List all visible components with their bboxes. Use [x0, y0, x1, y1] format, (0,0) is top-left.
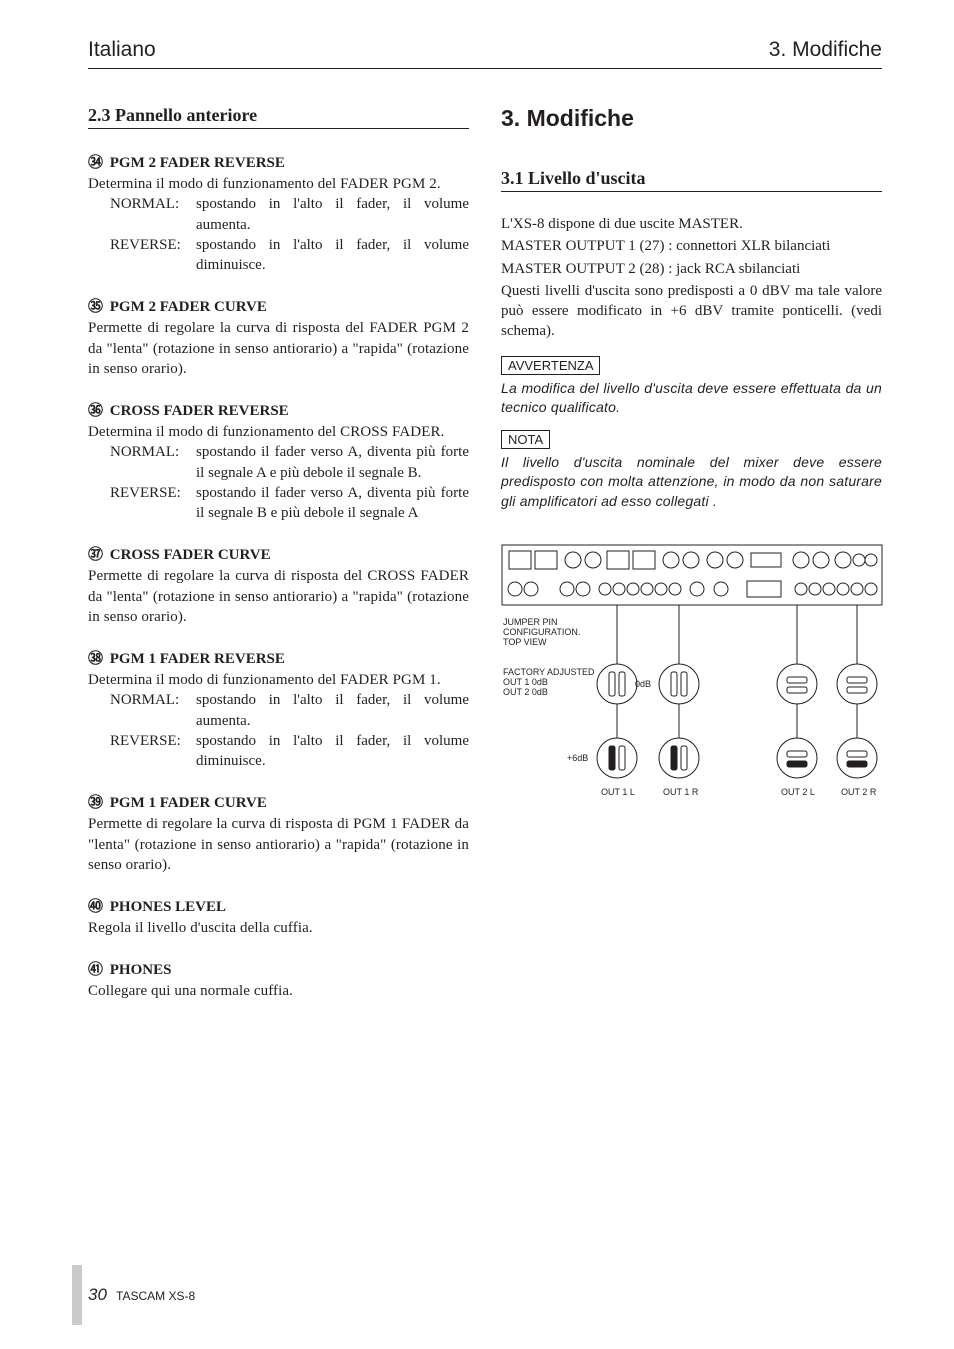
- definition-desc: spostando in l'alto il fader, il volume …: [196, 235, 469, 276]
- definition-row: NORMAL:spostando in l'alto il fader, il …: [110, 690, 469, 731]
- diagram-factory-line-1: OUT 1 0dB: [503, 677, 548, 687]
- spec-item-title: CROSS FADER REVERSE: [110, 403, 289, 419]
- diagram-factory-line-0: FACTORY ADJUSTED: [503, 667, 595, 677]
- spec-item-title: PGM 2 FADER CURVE: [110, 299, 267, 315]
- definition-row: NORMAL:spostando il fader verso A, diven…: [110, 442, 469, 483]
- spec-item-head: ㊶ PHONES: [88, 958, 469, 979]
- spec-item-title: CROSS FADER CURVE: [110, 547, 271, 563]
- page-number: 30: [88, 1285, 107, 1304]
- spec-item-title: PHONES LEVEL: [110, 899, 226, 915]
- spec-item-body: Determina il modo di funzionamento del F…: [88, 670, 469, 690]
- spec-item: ㉞ PGM 2 FADER REVERSEDetermina il modo d…: [88, 151, 469, 275]
- diagram-out2l: OUT 2 L: [781, 787, 815, 797]
- spec-item-title: PGM 2 FADER REVERSE: [110, 155, 285, 171]
- definition-desc: spostando il fader verso A, diventa più …: [196, 483, 469, 524]
- spec-item-number: ㊴: [88, 791, 106, 812]
- body-paragraph: Questi livelli d'uscita sono predisposti…: [501, 281, 882, 342]
- spec-item-head: ㊴ PGM 1 FADER CURVE: [88, 791, 469, 812]
- spec-item-head: ㉞ PGM 2 FADER REVERSE: [88, 151, 469, 172]
- definition-row: REVERSE:spostando in l'alto il fader, il…: [110, 731, 469, 772]
- definition-term: NORMAL:: [110, 690, 196, 731]
- definition-desc: spostando in l'alto il fader, il volume …: [196, 731, 469, 772]
- spec-item-number: ㊱: [88, 399, 106, 420]
- spec-item-head: ㊱ CROSS FADER REVERSE: [88, 399, 469, 420]
- definition-row: REVERSE:spostando in l'alto il fader, il…: [110, 235, 469, 276]
- warning-text: La modifica del livello d'uscita deve es…: [501, 379, 882, 418]
- spec-item-number: ㊲: [88, 543, 106, 564]
- spec-item-number: ㊶: [88, 958, 106, 979]
- spec-item-number: ㉟: [88, 295, 106, 316]
- diagram-out1r: OUT 1 R: [663, 787, 699, 797]
- body-paragraph: MASTER OUTPUT 1 (27) : connettori XLR bi…: [501, 236, 882, 256]
- diagram-0db-label: 0dB: [635, 679, 651, 689]
- definition-desc: spostando in l'alto il fader, il volume …: [196, 690, 469, 731]
- diagram-6db-label: +6dB: [567, 753, 588, 763]
- spec-item-title: PHONES: [110, 962, 172, 978]
- header-right: 3. Modifiche: [769, 38, 882, 62]
- definition-term: REVERSE:: [110, 235, 196, 276]
- definition-row: REVERSE:spostando il fader verso A, dive…: [110, 483, 469, 524]
- warning-label: AVVERTENZA: [501, 356, 600, 375]
- spec-item-body: Determina il modo di funzionamento del F…: [88, 174, 469, 194]
- diagram-jumper-line-1: CONFIGURATION.: [503, 627, 580, 637]
- note-text: Il livello d'uscita nominale del mixer d…: [501, 453, 882, 512]
- spec-item: ㊵ PHONES LEVELRegola il livello d'uscita…: [88, 895, 469, 938]
- diagram-out2r: OUT 2 R: [841, 787, 877, 797]
- spec-item-title: PGM 1 FADER CURVE: [110, 795, 267, 811]
- definition-row: NORMAL:spostando in l'alto il fader, il …: [110, 194, 469, 235]
- footer-model: TASCAM XS-8: [116, 1289, 195, 1303]
- diagram-factory-line-2: OUT 2 0dB: [503, 687, 548, 697]
- spec-item-body: Collegare qui una normale cuffia.: [88, 981, 469, 1001]
- left-column: 2.3 Pannello anteriore ㉞ PGM 2 FADER REV…: [88, 105, 469, 1022]
- spec-item-number: ㉞: [88, 151, 106, 172]
- note-label: NOTA: [501, 430, 550, 449]
- spec-item-head: ㊵ PHONES LEVEL: [88, 895, 469, 916]
- spec-item-title: PGM 1 FADER REVERSE: [110, 651, 285, 667]
- spec-item-head: ㉟ PGM 2 FADER CURVE: [88, 295, 469, 316]
- spec-item-body: Permette di regolare la curva di rispost…: [88, 814, 469, 875]
- spec-item-head: ㊳ PGM 1 FADER REVERSE: [88, 647, 469, 668]
- spec-item: ㉟ PGM 2 FADER CURVEPermette di regolare …: [88, 295, 469, 379]
- spec-item: ㊲ CROSS FADER CURVEPermette di regolare …: [88, 543, 469, 627]
- page-footer: 30 TASCAM XS-8: [88, 1285, 195, 1305]
- spec-item: ㊶ PHONESCollegare qui una normale cuffia…: [88, 958, 469, 1001]
- spec-item-body: Determina il modo di funzionamento del C…: [88, 422, 469, 442]
- spec-item: ㊴ PGM 1 FADER CURVEPermette di regolare …: [88, 791, 469, 875]
- section-2-3-title: 2.3 Pannello anteriore: [88, 105, 469, 129]
- definition-term: REVERSE:: [110, 483, 196, 524]
- definition-term: REVERSE:: [110, 731, 196, 772]
- diagram-jumper-line-0: JUMPER PIN: [503, 617, 558, 627]
- diagram-out1l: OUT 1 L: [601, 787, 635, 797]
- spec-item: ㊱ CROSS FADER REVERSEDetermina il modo d…: [88, 399, 469, 523]
- spec-item-number: ㊵: [88, 895, 106, 916]
- definition-term: NORMAL:: [110, 194, 196, 235]
- spec-item-body: Permette di regolare la curva di rispost…: [88, 566, 469, 627]
- diagram-jumper-line-2: TOP VIEW: [503, 637, 547, 647]
- body-paragraph: L'XS-8 dispone di due uscite MASTER.: [501, 214, 882, 234]
- spec-item-head: ㊲ CROSS FADER CURVE: [88, 543, 469, 564]
- right-column: 3. Modifiche 3.1 Livello d'uscita L'XS-8…: [501, 105, 882, 1022]
- spec-item-number: ㊳: [88, 647, 106, 668]
- section-3-1-title: 3.1 Livello d'uscita: [501, 168, 882, 192]
- definition-desc: spostando in l'alto il fader, il volume …: [196, 194, 469, 235]
- spec-item-body: Regola il livello d'uscita della cuffia.: [88, 918, 469, 938]
- definition-desc: spostando il fader verso A, diventa più …: [196, 442, 469, 483]
- header-left: Italiano: [88, 38, 156, 62]
- jumper-diagram: JUMPER PIN CONFIGURATION. TOP VIEW FACTO…: [501, 539, 882, 834]
- spec-item-body: Permette di regolare la curva di rispost…: [88, 318, 469, 379]
- page-header: Italiano 3. Modifiche: [88, 38, 882, 69]
- section-3-title: 3. Modifiche: [501, 105, 882, 132]
- body-paragraph: MASTER OUTPUT 2 (28) : jack RCA sbilanci…: [501, 259, 882, 279]
- side-tab-decoration: [72, 1265, 82, 1325]
- spec-item: ㊳ PGM 1 FADER REVERSEDetermina il modo d…: [88, 647, 469, 771]
- definition-term: NORMAL:: [110, 442, 196, 483]
